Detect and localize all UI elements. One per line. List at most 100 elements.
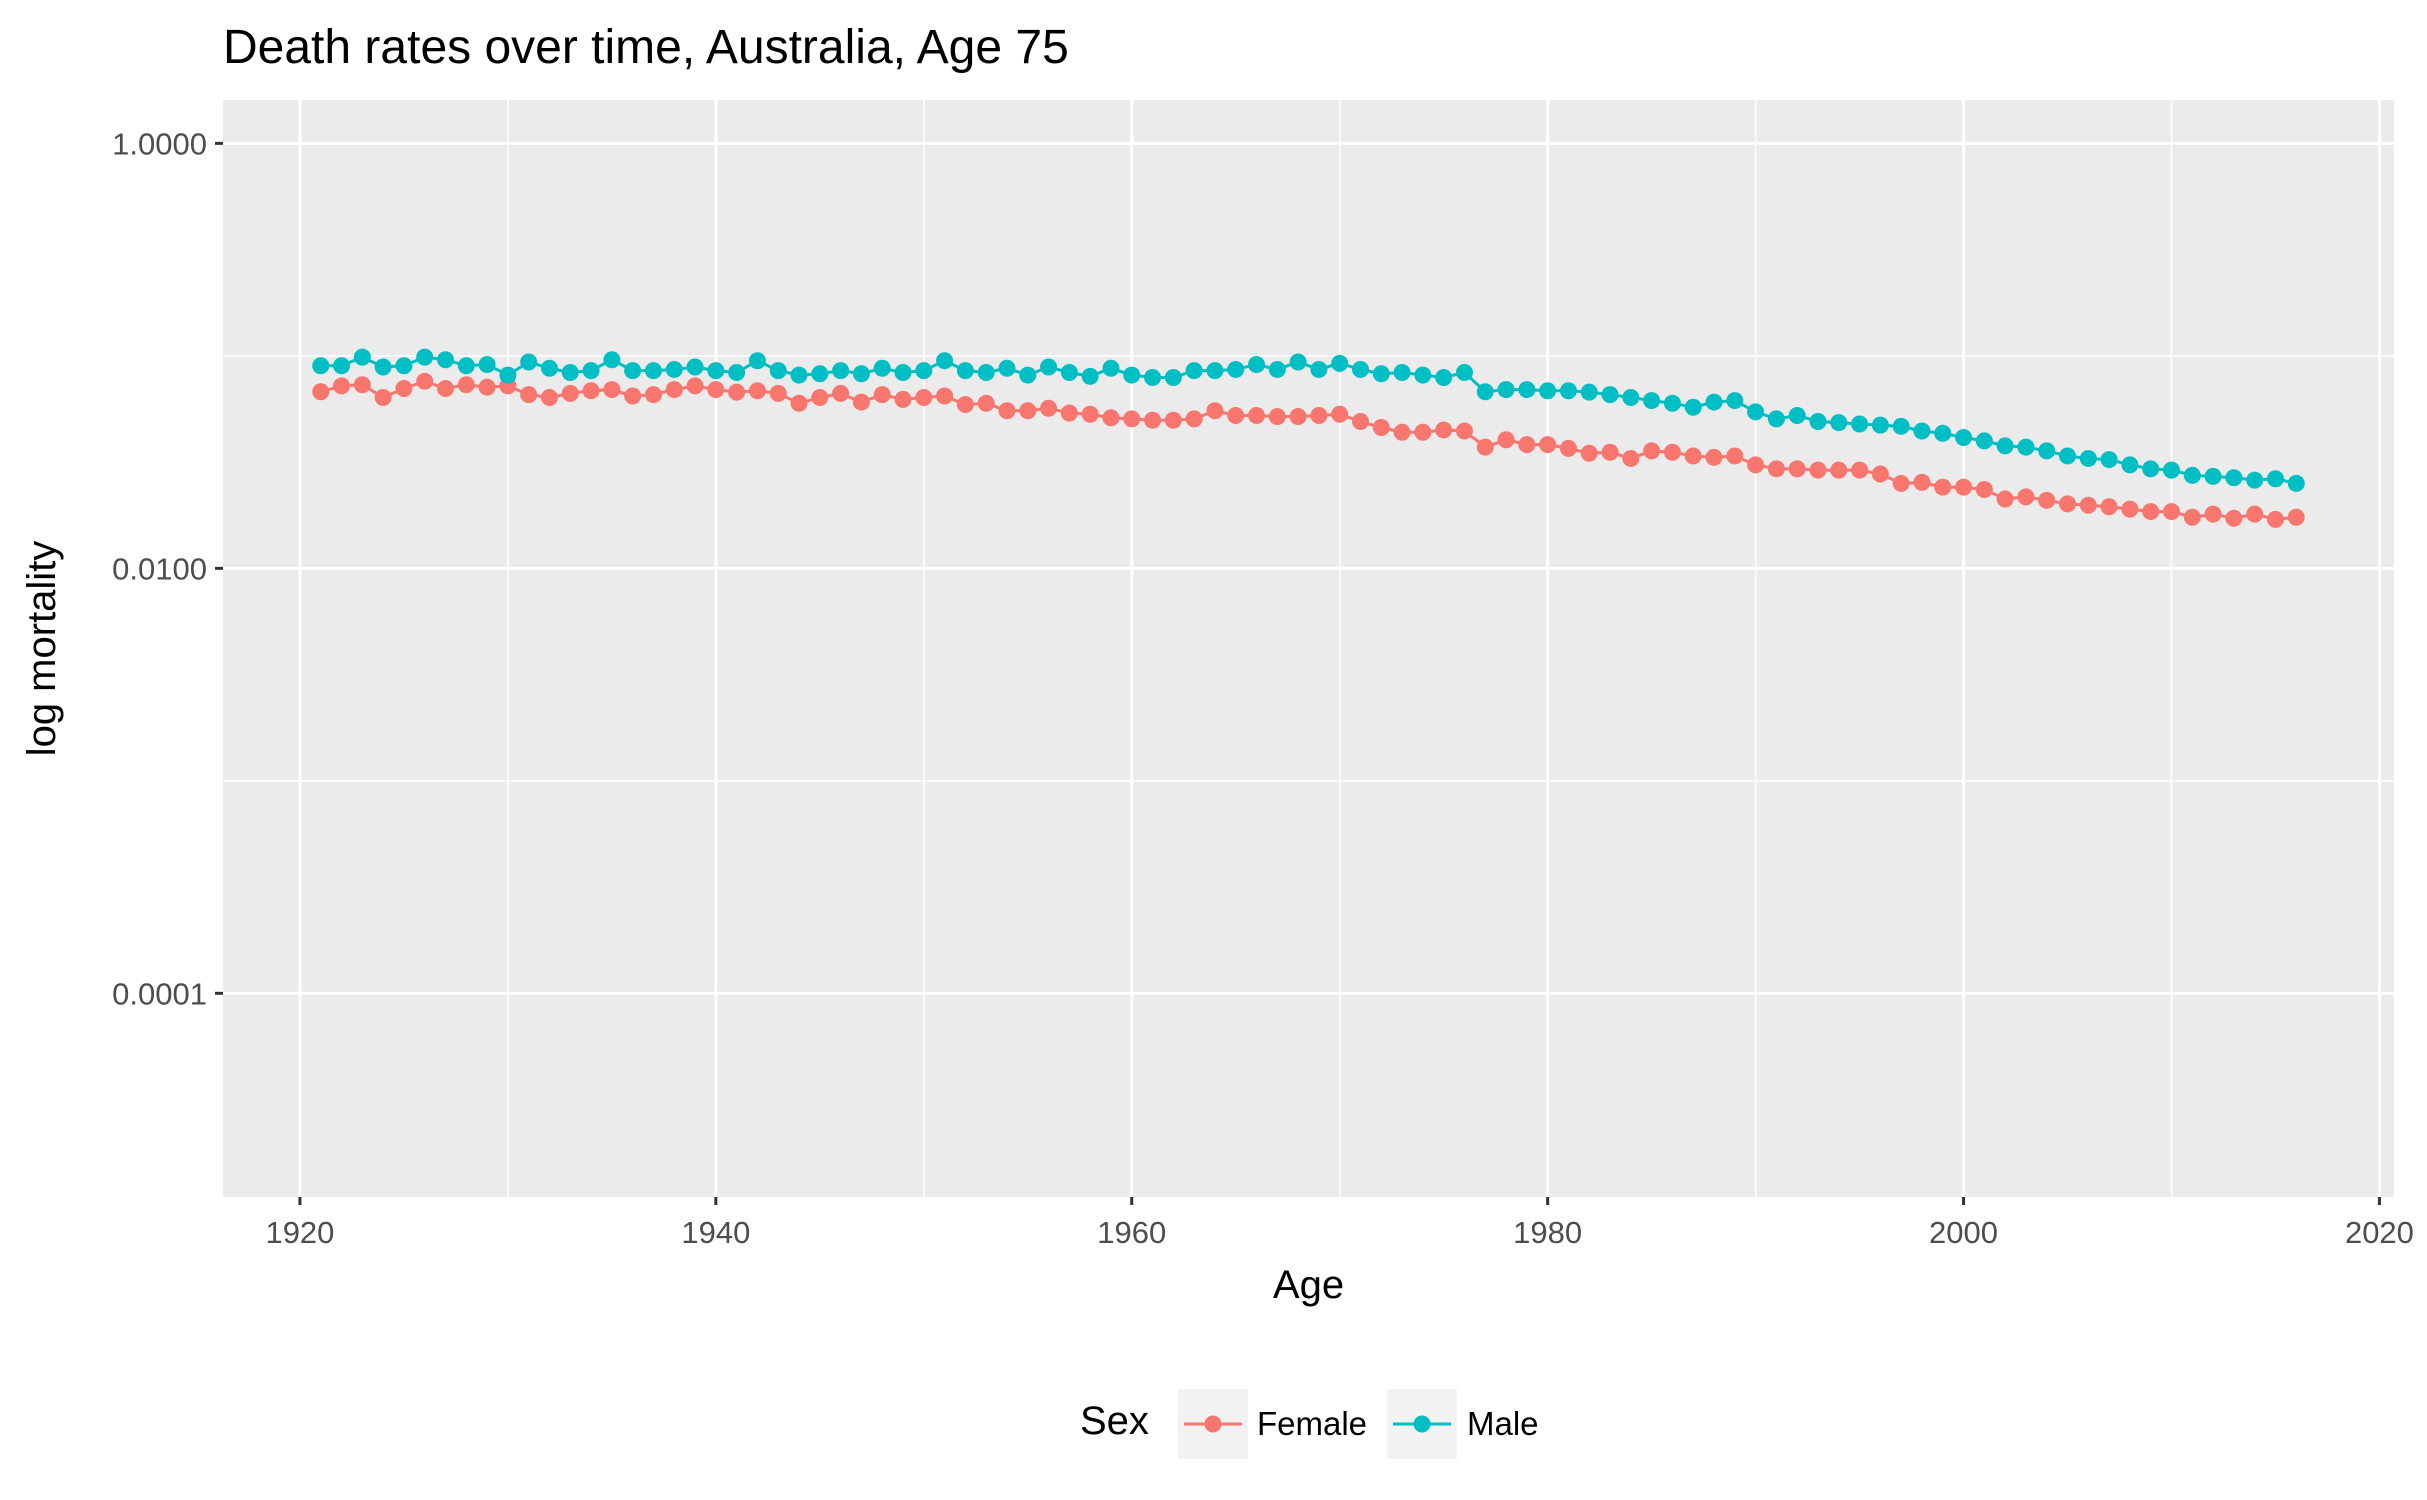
data-point-male [312,357,330,375]
data-point-female [603,381,621,399]
legend: Sex Female Male [1080,1389,1539,1459]
data-point-female [1580,444,1598,462]
data-point-male [1268,360,1286,378]
data-point-male [1684,398,1702,416]
data-point-female [1726,447,1744,465]
series-layer [312,348,2305,528]
data-point-male [811,365,829,383]
data-point-male [1622,388,1640,406]
data-point-male [1830,414,1848,432]
legend-marker-male [1413,1415,1431,1433]
data-point-female [811,388,829,406]
data-point-male [624,362,642,380]
data-point-male [2017,438,2035,456]
data-point-male [2100,451,2118,469]
data-point-female [1351,413,1369,430]
data-point-male [686,358,704,376]
data-point-male [353,348,371,366]
major-gridlines [223,100,2394,1197]
data-point-female [2038,491,2056,509]
data-point-male [832,362,850,380]
data-point-female [1622,449,1640,467]
data-point-female [2287,508,2305,526]
data-point-male [977,364,995,381]
data-point-female [540,388,558,406]
data-point-female [1747,456,1765,474]
data-point-female [374,388,392,406]
data-point-male [1081,367,1099,385]
data-point-female [1206,402,1224,420]
data-point-male [852,365,870,383]
data-point-female [2162,503,2180,521]
data-point-female [1601,443,1619,461]
data-point-female [1955,478,1973,496]
data-point-male [1892,417,1910,435]
data-point-female [2079,496,2097,514]
data-point-male [499,366,517,384]
data-point-male [1206,362,1224,380]
data-point-male [561,364,579,381]
data-point-male [1476,383,1494,401]
data-point-female [1643,442,1661,460]
data-point-male [1310,360,1328,378]
data-point-female [2059,495,2077,513]
x-tick-label: 1940 [681,1215,750,1250]
data-point-male [769,362,787,380]
data-point-female [1871,465,1889,483]
data-point-female [1663,443,1681,461]
data-point-male [790,366,808,384]
data-point-female [624,387,642,405]
data-point-male [1372,365,1390,383]
data-point-female [478,378,496,396]
axis-ticks [215,141,2381,1205]
data-point-female [1185,410,1203,428]
data-point-female [2142,503,2160,521]
data-point-male [1996,437,2014,455]
data-point-male [894,364,912,381]
data-point-male [1435,368,1453,386]
data-point-female [977,394,995,412]
y-tick-label: 0.0100 [112,551,207,586]
data-point-male [1060,364,1078,381]
x-tick-label: 1960 [1097,1215,1166,1250]
data-point-male [644,362,662,380]
data-point-female [1518,436,1536,454]
data-point-male [374,358,392,376]
data-point-female [333,377,351,395]
data-point-female [769,384,787,402]
y-tick-label: 0.0001 [112,976,207,1011]
data-point-female [1393,423,1411,441]
data-point-female [1372,419,1390,437]
data-point-female [790,394,808,412]
data-point-male [2204,467,2222,485]
data-point-female [2121,500,2139,518]
data-point-male [2142,460,2160,478]
data-point-female [1705,448,1723,466]
data-point-female [2017,488,2035,506]
data-point-male [2121,456,2139,474]
data-point-female [832,384,850,402]
data-point-female [2183,508,2201,526]
data-point-male [520,353,538,371]
data-point-male [1851,415,1869,433]
y-tick-label: 1.0000 [112,126,207,161]
data-point-male [956,362,974,380]
data-point-female [1559,439,1577,457]
data-point-male [1227,360,1245,378]
data-point-female [2100,498,2118,516]
data-point-female [1060,404,1078,422]
data-point-female [520,386,538,404]
data-point-male [1455,364,1473,381]
minor-gridlines [223,100,2394,1197]
data-point-female [748,382,766,400]
data-point-male [1601,386,1619,404]
data-point-male [2225,469,2243,487]
data-point-female [1102,409,1120,427]
data-point-male [1248,356,1266,374]
data-point-male [1580,383,1598,401]
data-point-female [1830,461,1848,479]
data-point-male [728,364,746,381]
data-point-female [395,380,413,398]
data-point-male [1767,410,1785,428]
data-point-female [915,388,933,406]
